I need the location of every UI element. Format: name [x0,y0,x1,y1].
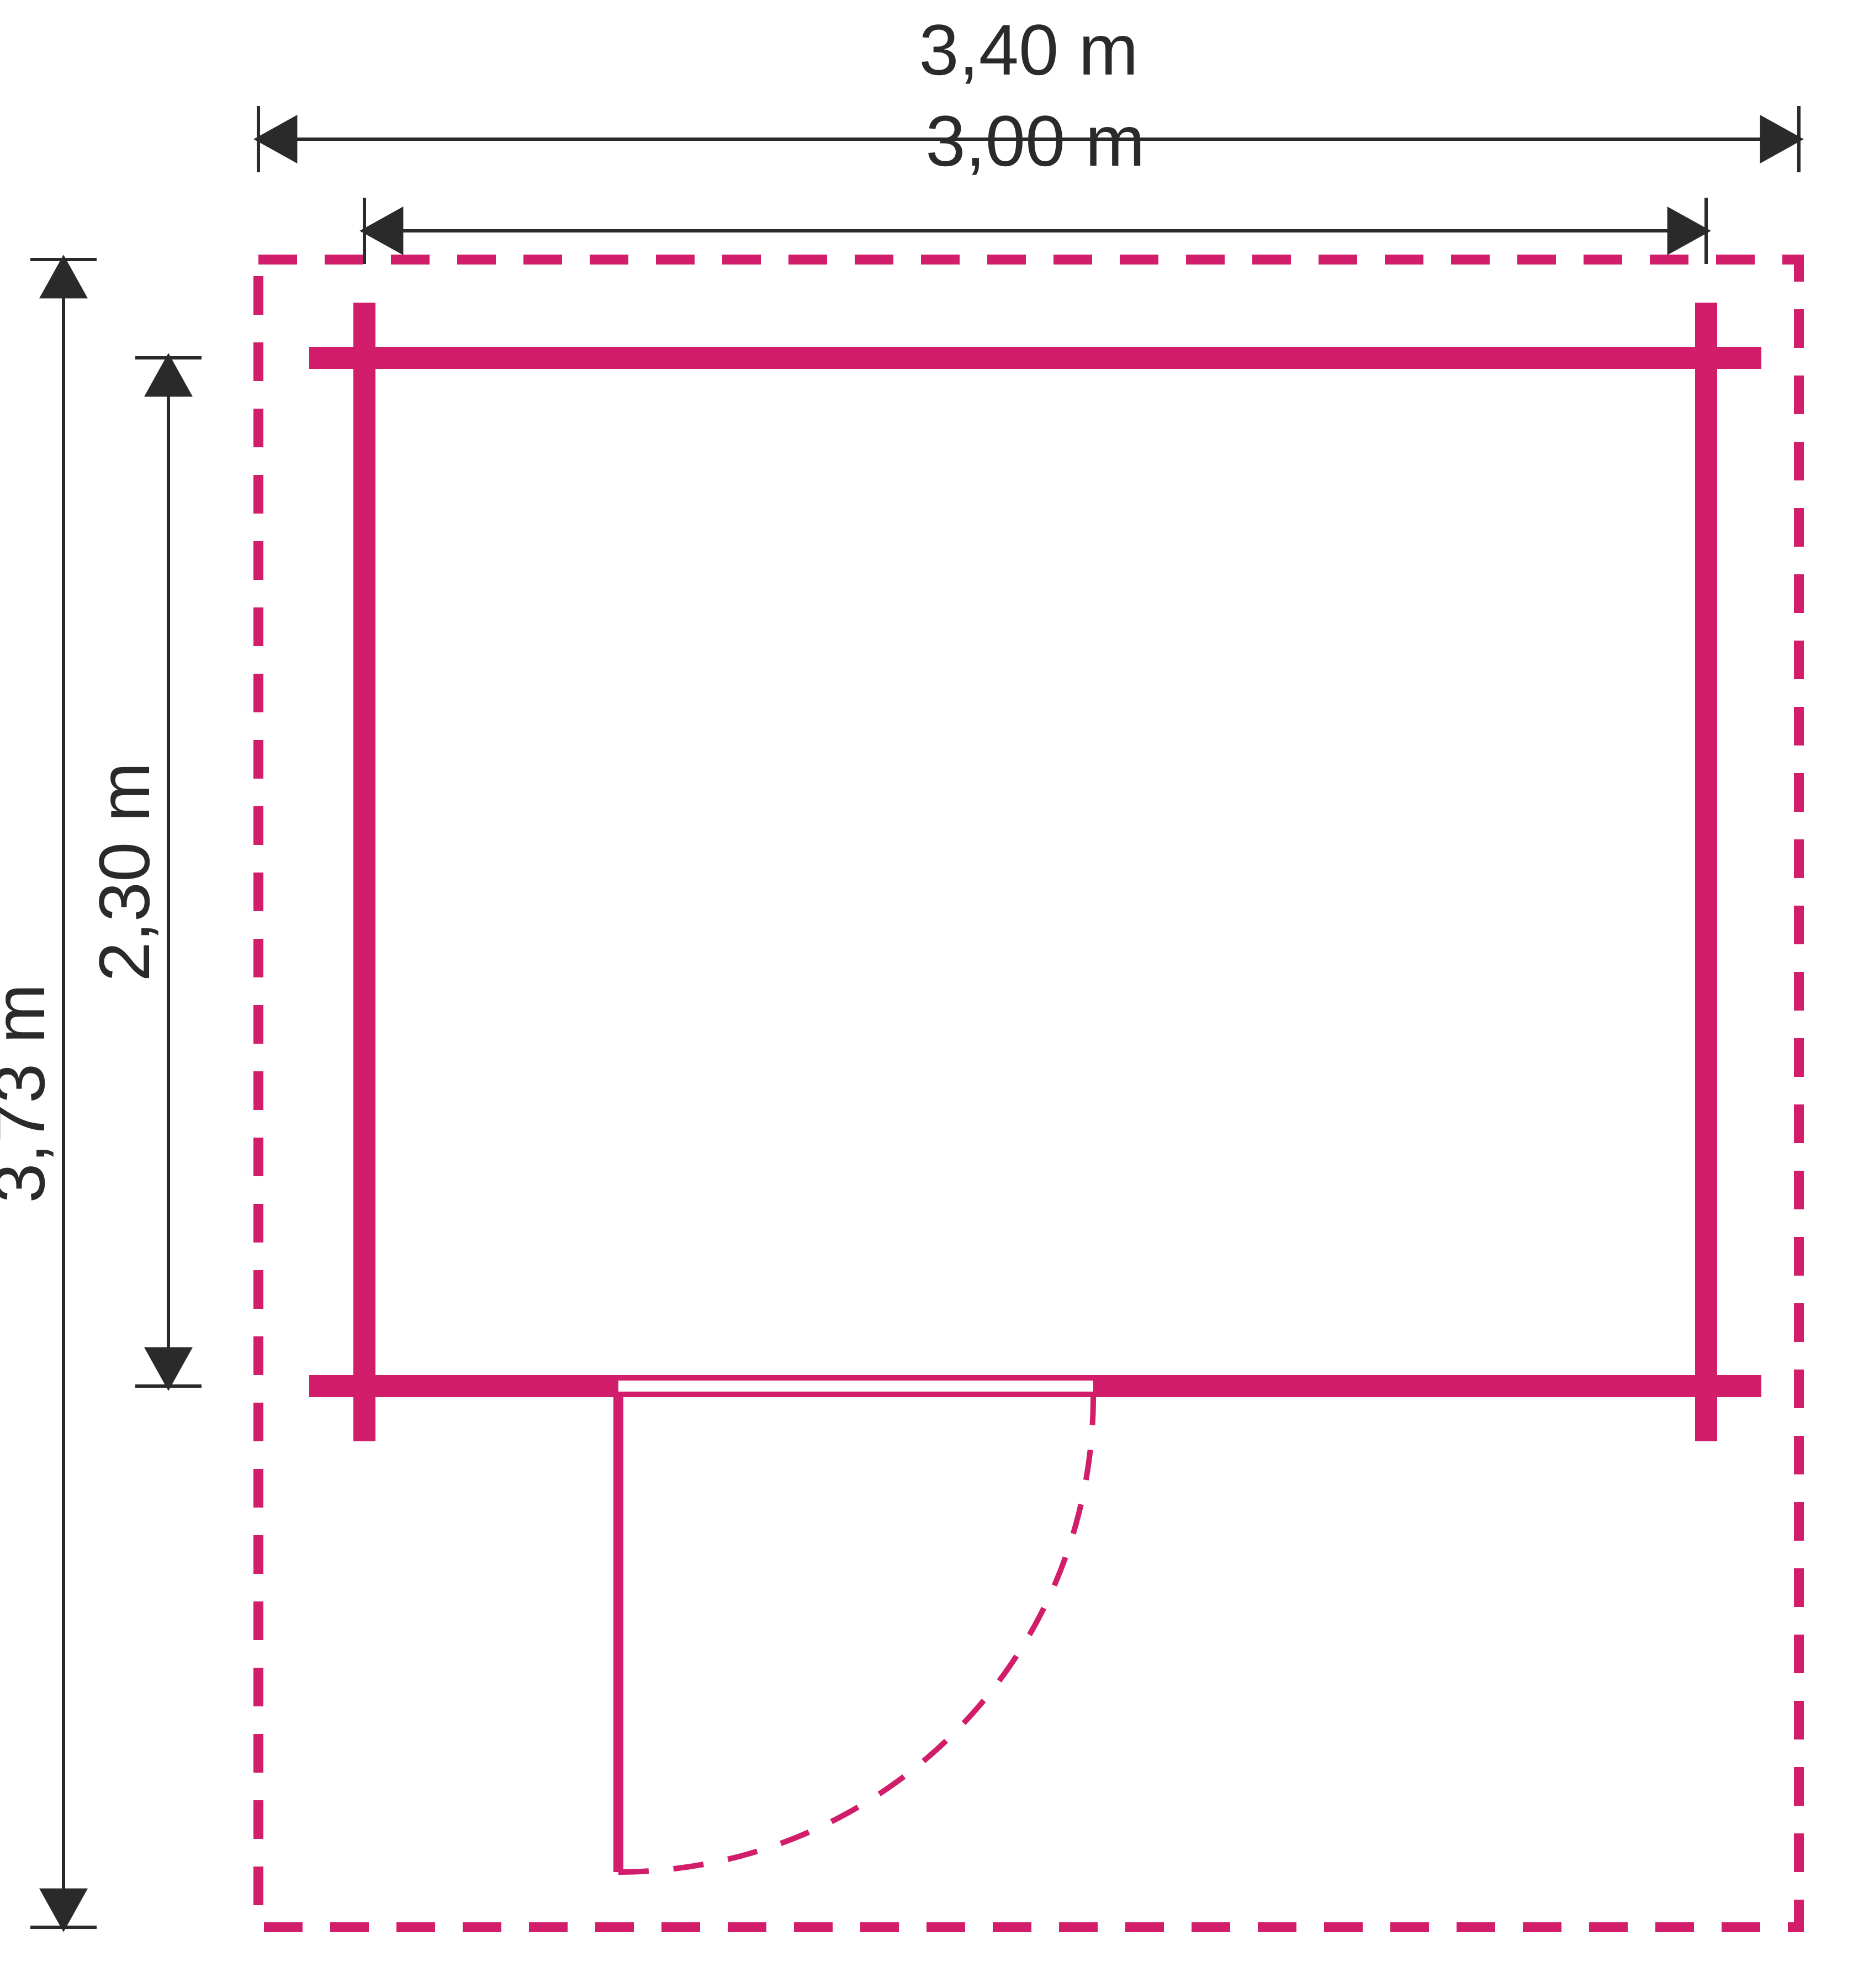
dim-outer-width-label: 3,40 m [919,9,1138,90]
dim-inner-width-label: 3,00 m [925,101,1145,181]
dim-inner-height-label: 2,30 m [84,762,165,981]
dim-outer-height-label: 3,73 m [0,984,60,1203]
canvas-background [0,0,1853,1988]
